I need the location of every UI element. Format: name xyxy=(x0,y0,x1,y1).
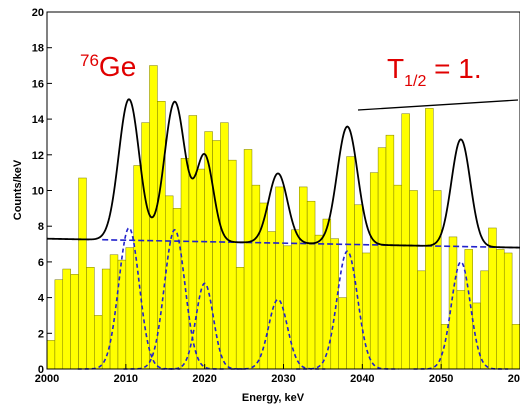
y-tick-label: 12 xyxy=(32,150,44,162)
histogram-bar xyxy=(480,270,489,370)
histogram-bar xyxy=(385,134,395,370)
histogram-bar xyxy=(417,270,426,370)
y-tick-label: 16 xyxy=(32,78,44,90)
histogram-bar xyxy=(94,315,103,370)
histogram-bar xyxy=(86,267,95,370)
histogram-bar xyxy=(251,184,261,370)
x-tick-label: 2060 xyxy=(508,373,520,385)
histogram-bar xyxy=(275,186,284,370)
histogram-bar xyxy=(369,172,379,370)
x-tick-label: 2040 xyxy=(350,373,374,385)
histogram-bar xyxy=(425,108,434,370)
histogram-bar xyxy=(511,324,520,370)
halflife-annotation: T1/2 = 1. xyxy=(387,53,482,90)
histogram-bar xyxy=(456,290,466,370)
component-peak-curve xyxy=(77,227,181,370)
isotope-annotation: 76Ge xyxy=(80,51,136,82)
histogram-bar xyxy=(472,302,481,370)
histogram-bar xyxy=(78,177,87,370)
histogram-bar xyxy=(440,324,450,370)
histogram-bar xyxy=(354,204,363,370)
x-tick-label: 2050 xyxy=(429,373,453,385)
histogram-bar xyxy=(322,218,332,370)
histogram-bar xyxy=(330,238,339,370)
histogram-bar xyxy=(46,340,56,370)
histogram-bar xyxy=(433,190,442,370)
total-fit-curve xyxy=(46,98,520,249)
histogram-bar xyxy=(338,297,347,370)
annotation-pointer-line xyxy=(357,99,519,111)
histogram-bar xyxy=(448,236,458,370)
histogram-bar xyxy=(62,268,71,370)
x-tick-label: 2030 xyxy=(271,373,295,385)
histogram-bar xyxy=(409,190,418,370)
y-tick-label: 6 xyxy=(38,257,44,269)
x-tick-label: 2020 xyxy=(192,373,216,385)
halflife-base: T xyxy=(387,53,404,84)
isotope-symbol: Ge xyxy=(99,51,136,82)
histogram-bar xyxy=(109,254,119,370)
histogram-bar xyxy=(70,274,79,370)
histogram-bar xyxy=(299,186,308,370)
histogram-bar xyxy=(101,268,111,370)
halflife-rest: = 1. xyxy=(426,53,481,84)
histogram-bar xyxy=(393,184,403,370)
histogram-bar xyxy=(165,195,174,370)
histogram-bar xyxy=(503,252,513,370)
y-tick-label: 4 xyxy=(38,293,45,305)
histogram-bar xyxy=(228,159,237,370)
histogram-bar xyxy=(488,227,497,370)
histogram-bar xyxy=(54,279,64,370)
y-tick-label: 0 xyxy=(38,364,44,376)
histogram-bar xyxy=(346,156,355,370)
x-axis-label: Energy, keV xyxy=(242,392,305,404)
histogram-bar xyxy=(235,267,245,370)
histogram-bar xyxy=(464,249,473,370)
component-peak-curve xyxy=(123,228,226,370)
histogram-bar xyxy=(314,234,324,370)
histogram-bar xyxy=(306,200,316,370)
y-tick-label: 10 xyxy=(32,186,44,198)
histogram-bar xyxy=(141,122,150,370)
histogram-bar xyxy=(267,231,276,370)
axes: 2000 2010 2020 2030 2040 2050 2060 0 2 4 6 8 10 12 14 1… xyxy=(32,7,520,385)
halflife-sub: 1/2 xyxy=(404,73,426,90)
y-tick-label: 20 xyxy=(32,7,44,19)
x-tick-label: 2000 xyxy=(35,373,59,385)
histogram-bar xyxy=(401,113,410,370)
y-tick-label: 8 xyxy=(38,221,44,233)
y-tick-label: 14 xyxy=(32,114,45,126)
y-tick-label: 18 xyxy=(32,43,44,55)
histogram-bar xyxy=(496,249,505,370)
histogram-bar xyxy=(220,122,229,370)
histogram-bar xyxy=(196,168,205,370)
isotope-mass: 76 xyxy=(80,51,99,70)
histogram-bar xyxy=(125,247,134,370)
histogram-bar xyxy=(377,147,387,370)
histogram-bar xyxy=(362,252,371,370)
histogram-bar xyxy=(243,149,253,370)
x-tick-label: 2010 xyxy=(114,373,138,385)
histogram-bar xyxy=(172,208,182,370)
y-axis-label: Counts/keV xyxy=(12,159,24,220)
y-tick-label: 2 xyxy=(38,328,44,340)
histogram-bar xyxy=(283,245,292,370)
